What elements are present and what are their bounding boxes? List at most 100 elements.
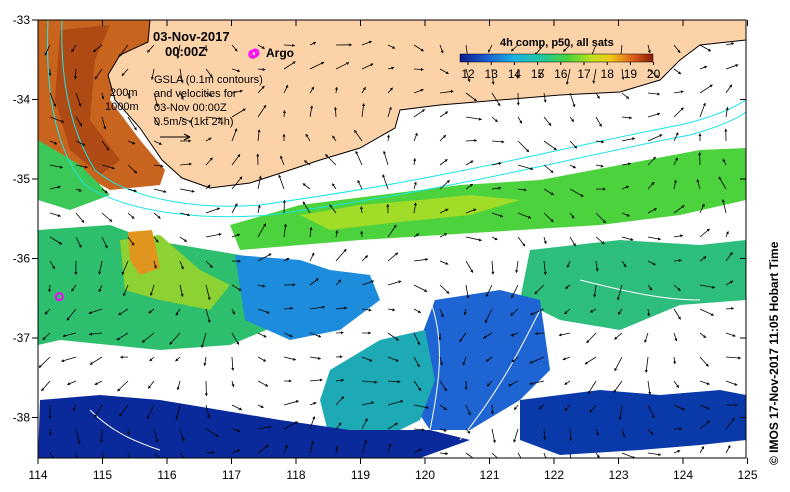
velocity-arrow <box>127 236 135 246</box>
velocity-arrow <box>614 332 623 340</box>
velocity-arrow <box>673 107 684 118</box>
velocity-arrow <box>413 428 425 432</box>
velocity-arrow <box>511 356 519 363</box>
velocity-arrow <box>465 116 482 121</box>
velocity-arrow <box>205 137 212 142</box>
gsla-text-line4: 0.5m/s (1kt 24h) <box>154 116 233 128</box>
x-tick-label: 123 <box>608 468 628 482</box>
velocity-arrow <box>179 452 185 458</box>
velocity-arrow <box>205 116 222 120</box>
velocity-arrow <box>72 404 77 411</box>
velocity-arrow <box>569 236 576 247</box>
velocity-arrow <box>257 356 267 362</box>
velocity-arrow <box>621 162 632 166</box>
velocity-arrow <box>595 452 600 458</box>
velocity-arrow <box>283 379 292 383</box>
credit-text: © IMOS 17-Nov-2017 11:05 Hobart Time <box>767 241 781 465</box>
velocity-arrow <box>332 135 337 142</box>
velocity-arrow <box>647 404 655 419</box>
velocity-arrow <box>49 116 65 123</box>
velocity-arrow <box>439 111 449 118</box>
velocity-arrow <box>257 44 265 49</box>
velocity-arrow <box>231 176 243 190</box>
velocity-arrow <box>257 253 272 262</box>
velocity-arrow <box>616 284 623 301</box>
velocity-arrow <box>98 260 103 275</box>
velocity-arrow <box>231 153 241 166</box>
velocity-arrow <box>75 428 81 444</box>
velocity-arrow <box>335 279 342 286</box>
velocity-arrow <box>463 308 467 315</box>
velocity-arrow <box>465 236 482 242</box>
velocity-arrow <box>621 428 626 438</box>
velocity-arrow <box>334 86 338 94</box>
velocity-arrow <box>179 139 192 143</box>
velocity-arrow <box>335 378 344 382</box>
velocity-arrow <box>486 380 493 387</box>
y-tick-label: -33 <box>13 13 31 27</box>
velocity-arrow <box>595 116 602 127</box>
velocity-arrow <box>127 188 137 193</box>
velocity-arrow <box>647 308 651 317</box>
velocity-arrow <box>413 332 421 346</box>
velocity-arrow <box>231 284 242 292</box>
velocity-arrow <box>309 332 322 338</box>
velocity-arrow <box>204 44 208 52</box>
velocity-arrow <box>465 284 470 299</box>
velocity-arrow <box>621 68 625 80</box>
sst-patch-shelf-yellow <box>300 195 520 230</box>
velocity-arrow <box>413 356 420 368</box>
velocity-arrow <box>355 150 363 166</box>
velocity-arrow <box>127 92 131 100</box>
velocity-arrow <box>530 308 545 316</box>
velocity-arrow <box>564 308 571 315</box>
velocity-arrow <box>101 212 113 223</box>
velocity-arrow <box>205 284 211 301</box>
velocity-arrow <box>61 356 77 363</box>
velocity-arrow <box>49 92 57 107</box>
velocity-arrow <box>699 65 708 70</box>
y-tick-label: -34 <box>13 93 31 107</box>
velocity-arrow <box>543 140 557 151</box>
velocity-arrow <box>413 233 420 238</box>
y-tick-label: -36 <box>13 252 31 266</box>
velocity-arrow <box>153 260 157 269</box>
velocity-arrow <box>586 332 597 344</box>
velocity-arrow <box>279 155 285 166</box>
velocity-arrow <box>74 260 78 275</box>
velocity-arrow <box>465 139 477 143</box>
velocity-arrow <box>592 68 597 84</box>
velocity-arrow <box>439 179 450 190</box>
velocity-arrow <box>647 208 657 214</box>
velocity-arrow <box>361 63 374 70</box>
velocity-arrow <box>41 380 51 392</box>
velocity-arrow <box>75 188 82 192</box>
velocity-arrow <box>538 68 545 79</box>
velocity-arrow <box>231 356 235 371</box>
velocity-arrow <box>153 140 162 145</box>
y-tick-label: -35 <box>13 172 31 186</box>
velocity-arrow <box>257 425 272 430</box>
sst-patch-eddy-blue <box>410 290 550 430</box>
velocity-arrow <box>491 428 496 443</box>
velocity-arrow <box>100 428 104 443</box>
velocity-arrow <box>361 331 371 335</box>
velocity-arrow <box>205 260 213 268</box>
velocity-arrow <box>75 236 82 248</box>
velocity-arrow <box>484 308 493 324</box>
colorbar-ticks: 12 13 14 15 16 17 18 19 20 <box>461 62 661 81</box>
sst-patch-west-orange <box>55 25 120 175</box>
velocity-arrow <box>88 308 103 315</box>
velocity-arrow <box>725 42 735 46</box>
velocity-arrow <box>179 260 184 270</box>
velocity-arrow <box>647 428 654 435</box>
velocity-arrow <box>595 164 604 168</box>
velocity-arrow <box>718 176 727 190</box>
gsla-text-line1: GSLA (0.1m contours) <box>154 74 263 86</box>
velocity-arrow <box>175 356 181 362</box>
velocity-arrow <box>361 418 368 430</box>
velocity-arrow <box>510 332 519 337</box>
velocity-arrow <box>543 236 547 245</box>
velocity-arrow <box>205 404 211 419</box>
velocity-arrow <box>673 308 681 320</box>
